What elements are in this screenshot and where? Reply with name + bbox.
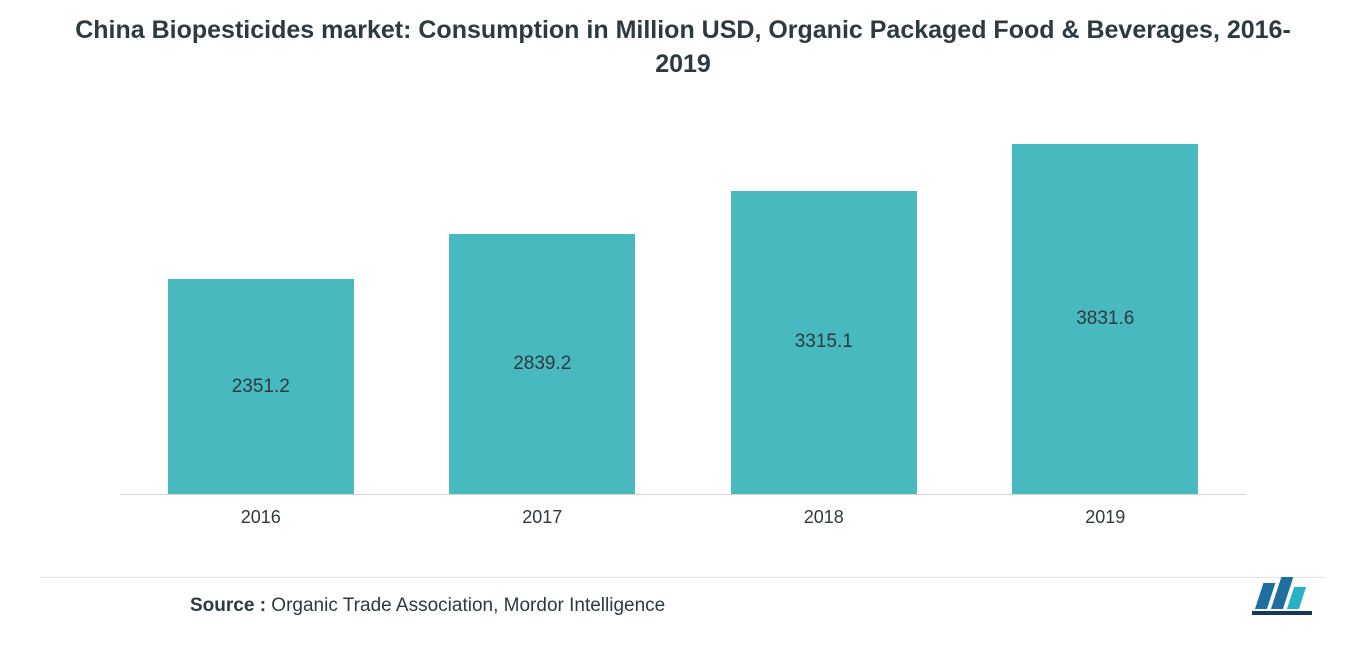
bars-group: 2351.2 2839.2 3315.1 3831.6 (120, 110, 1246, 494)
x-axis-labels: 2016 2017 2018 2019 (120, 507, 1246, 528)
footer-rule (40, 577, 1326, 578)
source-text: Organic Trade Association, Mordor Intell… (266, 595, 665, 616)
bar-slot-2018: 3315.1 (683, 110, 965, 494)
source-label: Source : (190, 595, 266, 616)
source-line: Source : Organic Trade Association, Mord… (190, 595, 665, 617)
bar-slot-2016: 2351.2 (120, 110, 402, 494)
bar-value-2016: 2351.2 (168, 376, 354, 398)
bar-value-2018: 3315.1 (731, 331, 917, 353)
bar-2019: 3831.6 (1012, 144, 1198, 494)
footer: Source : Organic Trade Association, Mord… (0, 595, 1366, 635)
x-label-2018: 2018 (683, 507, 965, 528)
chart-title: China Biopesticides market: Consumption … (0, 14, 1366, 82)
bar-slot-2019: 3831.6 (965, 110, 1247, 494)
x-label-2017: 2017 (402, 507, 684, 528)
bar-2016: 2351.2 (168, 279, 354, 494)
x-label-2019: 2019 (965, 507, 1247, 528)
bar-2017: 2839.2 (449, 234, 635, 494)
mordor-logo-icon (1246, 575, 1316, 617)
bar-value-2017: 2839.2 (449, 353, 635, 375)
x-label-2016: 2016 (120, 507, 402, 528)
bar-value-2019: 3831.6 (1012, 308, 1198, 330)
chart-container: { "chart": { "type": "bar", "title": "Ch… (0, 0, 1366, 655)
bar-slot-2017: 2839.2 (402, 110, 684, 494)
bar-2018: 3315.1 (731, 191, 917, 494)
plot-area: 2351.2 2839.2 3315.1 3831.6 (120, 110, 1246, 495)
